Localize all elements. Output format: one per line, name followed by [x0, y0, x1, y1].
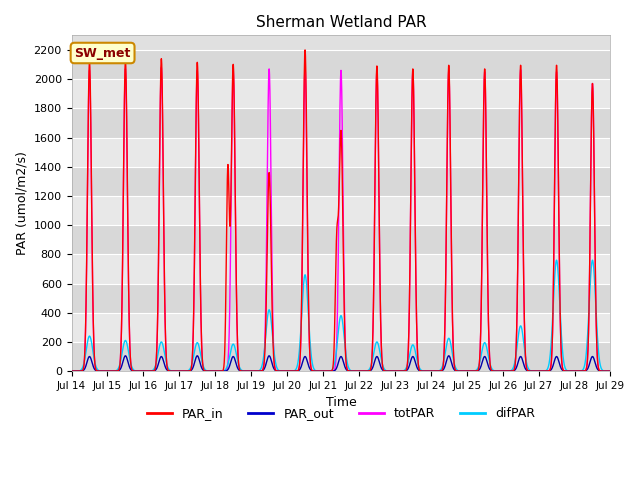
- Bar: [72, 138, 611, 167]
- X-axis label: Time: Time: [326, 396, 356, 409]
- Bar: [72, 108, 611, 138]
- Bar: [72, 50, 611, 79]
- Bar: [72, 313, 611, 342]
- Bar: [72, 167, 611, 196]
- Bar: [72, 254, 611, 284]
- Bar: [72, 79, 611, 108]
- Bar: [72, 225, 611, 254]
- Bar: [72, 284, 611, 313]
- Legend: PAR_in, PAR_out, totPAR, difPAR: PAR_in, PAR_out, totPAR, difPAR: [141, 402, 540, 425]
- Text: SW_met: SW_met: [74, 47, 131, 60]
- Bar: [72, 196, 611, 225]
- Y-axis label: PAR (umol/m2/s): PAR (umol/m2/s): [15, 151, 28, 255]
- Bar: [72, 342, 611, 371]
- Title: Sherman Wetland PAR: Sherman Wetland PAR: [255, 15, 426, 30]
